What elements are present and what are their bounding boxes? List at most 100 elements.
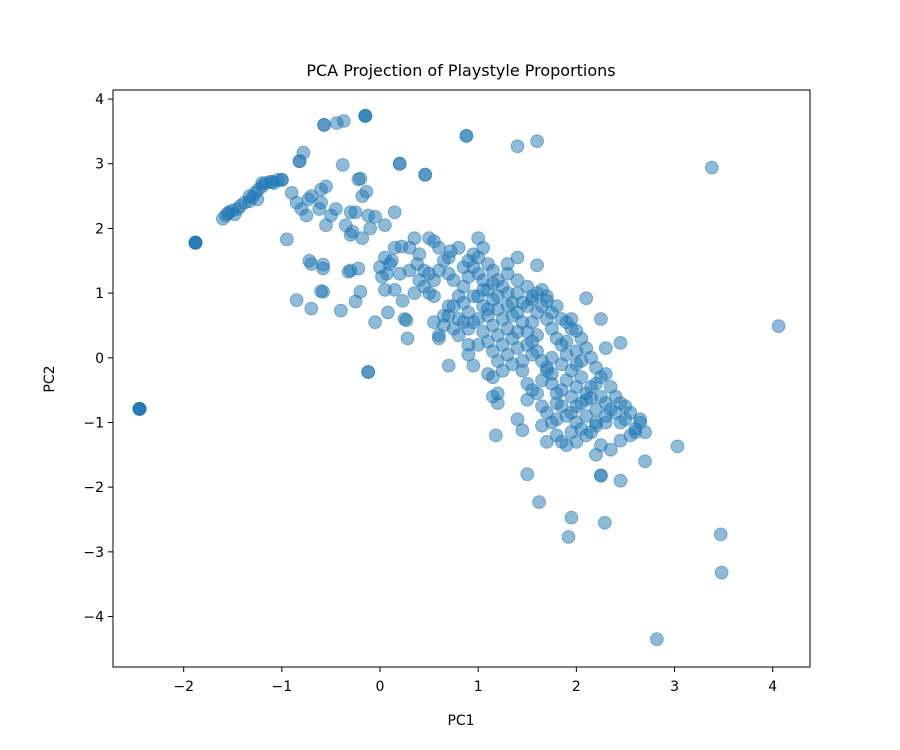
scatter-point [466,358,481,373]
scatter-point [633,412,648,427]
scatter-point [407,286,422,301]
scatter-point [510,139,525,154]
scatter-point [351,261,366,276]
scatter-point [704,160,719,175]
scatter-point [319,179,333,194]
y-tick-label: 0 [95,351,104,367]
y-axis: −4 −3 −2 −1 0 1 2 3 4 [83,92,113,626]
scatter-point [368,209,383,224]
scatter-point [373,260,387,275]
scatter-point [510,250,525,265]
scatter-point [392,266,407,281]
scatter-point [312,202,327,216]
scatter-point [319,218,333,233]
scatter-point [476,325,491,339]
scatter-point [520,467,535,482]
x-tick-label: 0 [376,679,385,695]
plot-frame [112,89,811,668]
scatter-point [279,232,294,247]
scatter-point [564,425,579,440]
scatter-point [407,231,422,246]
scatter-point [594,312,608,326]
scatter-point [392,156,407,171]
scatter-point [242,189,257,204]
scatter-point [461,321,476,336]
scatter-point [355,189,370,204]
scatter-point [597,515,612,530]
scatter-point [500,266,515,281]
points-layer [132,109,786,647]
scatter-point [540,363,554,378]
scatter-point [650,632,664,647]
scatter-point [355,231,370,246]
scatter-point [314,284,329,299]
scatter-point [638,425,652,440]
scatter-point [476,283,491,297]
scatter-point [132,402,147,416]
scatter-point [486,276,500,291]
scatter-point [451,240,466,255]
scatter-point [328,202,343,216]
scatter-point [351,172,366,187]
scatter-point [418,167,433,182]
scatter-point [564,405,579,420]
scatter-point [579,291,594,306]
scatter-point [296,145,311,160]
y-tick-label: 3 [95,157,104,173]
scatter-point [618,399,633,414]
scatter-point [284,186,299,200]
scatter-point [446,273,461,288]
scatter-point [525,289,540,304]
scatter-point [579,392,594,407]
scatter-point [530,386,544,401]
scatter-point [535,299,549,314]
scatter-point [598,341,613,356]
scatter-point [384,253,399,268]
scatter-point [549,412,564,427]
x-axis-label: PC1 [447,713,474,729]
scatter-point [466,289,481,304]
y-tick-label: 2 [95,221,104,237]
scatter-point [381,305,395,320]
scatter-point [317,118,332,132]
scatter-point [549,386,564,401]
y-tick-label: −4 [83,610,104,626]
scatter-point [397,312,412,326]
scatter-point [361,365,376,379]
scatter-point [333,303,348,318]
scatter-point [289,293,304,308]
scatter-point [613,433,628,448]
scatter-point [412,273,427,288]
scatter-point [486,370,500,385]
scatter-point [358,109,373,123]
scatter-point [348,294,363,309]
scatter-point [304,301,319,316]
scatter-point [378,218,392,233]
scatter-point [336,114,351,128]
y-tick-label: 4 [95,92,104,108]
x-tick-label: 3 [670,679,679,695]
scatter-point [459,129,474,143]
scatter-point [348,205,363,220]
scatter-point [544,305,559,320]
scatter-point [265,175,279,189]
scatter-point [500,299,515,314]
scatter-point [561,530,576,544]
scatter-point [574,370,589,385]
scatter-point [481,302,495,317]
scatter-point [394,239,409,254]
scatter-point [584,380,598,394]
scatter-point [515,423,530,438]
y-tick-label: −2 [83,480,104,496]
scatter-point [554,399,569,414]
scatter-point [441,358,456,373]
scatter-point [515,295,530,310]
scatter-point [564,389,579,404]
scatter-point [387,283,402,297]
scatter-point [446,321,461,336]
scatter-point [471,250,486,265]
scatter-point [432,240,446,255]
scatter-point [387,205,402,220]
scatter-point [490,289,505,304]
scatter-point [400,331,415,346]
